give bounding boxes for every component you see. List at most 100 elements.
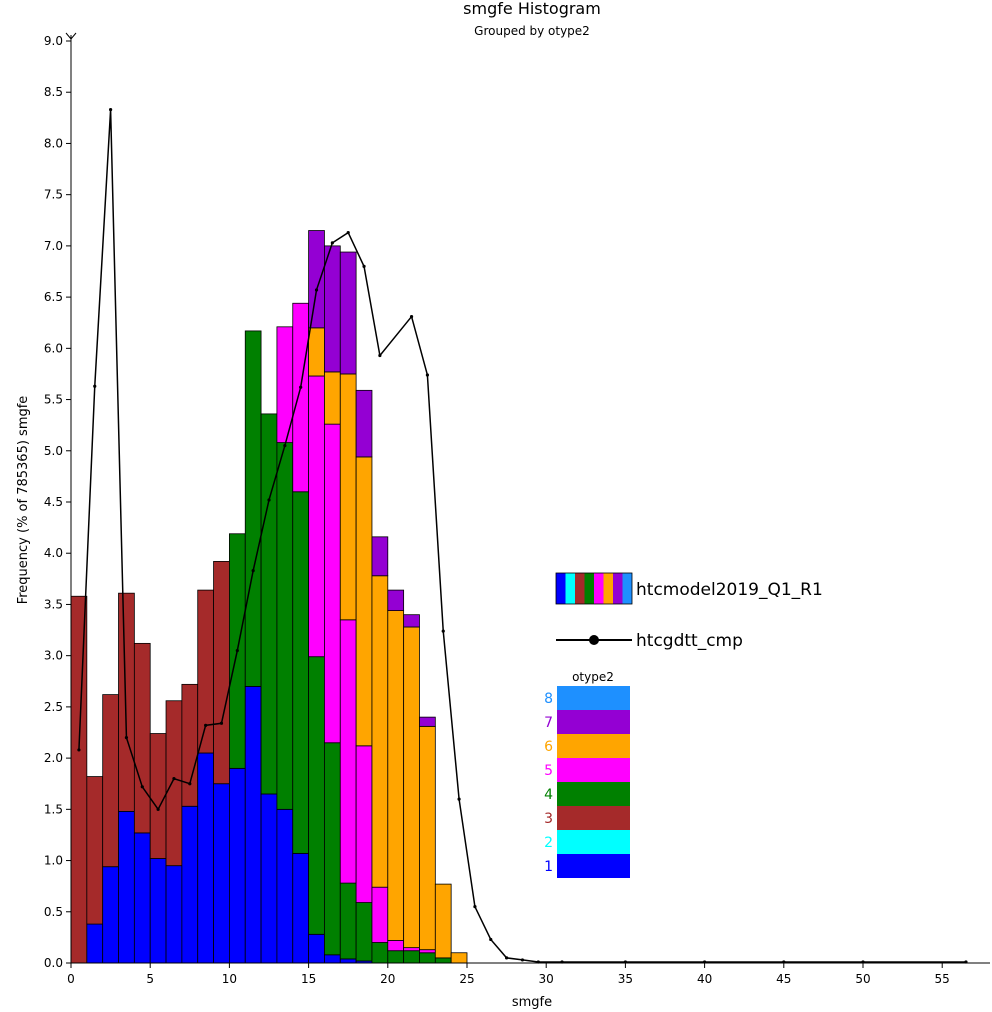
- bar-segment-7-bin-18: [355, 389, 373, 458]
- overlay-point: [93, 384, 97, 388]
- legend-swatch-stripe-6: [603, 573, 613, 604]
- legend-series-swatch: [555, 572, 633, 605]
- overlay-point: [267, 498, 271, 502]
- legend-swatch-stripe-5: [594, 573, 604, 604]
- bar-segment-1-bin-10: [228, 767, 246, 964]
- bar-segment-1-bin-7: [181, 805, 199, 964]
- y-axis-label: Frequency (% of 785365) smgfe: [16, 396, 31, 605]
- bar-segment-3-bin-9: [213, 561, 230, 785]
- bar-segment-6-bin-15: [308, 327, 325, 377]
- group-legend-color-8: [557, 686, 630, 710]
- legend-overlay-marker-icon: [589, 635, 599, 645]
- chart-subtitle: Grouped by otype2: [474, 24, 590, 38]
- bar-segment-1-bin-12: [260, 793, 278, 964]
- x-tick-label: 45: [776, 972, 791, 986]
- group-legend-label-6: 6: [544, 739, 553, 755]
- legend-swatch-stripe-7: [613, 573, 623, 604]
- overlay-point: [77, 748, 81, 752]
- overlay-point: [156, 807, 160, 811]
- bar-segment-4-bin-11: [244, 330, 262, 687]
- y-tick-label: 3.0: [44, 649, 63, 663]
- legend-swatch-stripe-4: [584, 573, 594, 604]
- y-tick-label: 5.5: [44, 393, 63, 407]
- bar-segment-6-bin-23: [434, 883, 452, 959]
- bar-segment-3-bin-5: [149, 733, 167, 859]
- overlay-point: [330, 241, 334, 245]
- group-legend-color-7: [557, 710, 630, 734]
- y-tick-label: 3.5: [44, 597, 63, 611]
- overlay-point: [346, 230, 350, 235]
- x-tick-label: 55: [935, 972, 950, 986]
- legend-swatch-stripe-2: [565, 573, 575, 604]
- bars-layer: [70, 230, 468, 964]
- bar-segment-4-bin-20: [387, 950, 405, 964]
- bar-segment-6-bin-19: [371, 575, 389, 888]
- bar-segment-3-bin-6: [165, 700, 183, 867]
- overlay-point: [204, 723, 208, 727]
- bar-segment-1-bin-2: [102, 866, 119, 964]
- group-legend-label-1: 1: [544, 859, 553, 875]
- y-tick-label: 0.5: [44, 905, 63, 919]
- bar-segment-7-bin-17: [339, 251, 357, 375]
- bar-segment-1-bin-1: [86, 923, 104, 964]
- overlay-point: [409, 314, 414, 319]
- group-legend-color-2: [557, 830, 630, 854]
- bar-segment-6-bin-16: [324, 371, 341, 425]
- overlay-point: [235, 648, 239, 653]
- y-tick-label: 5.0: [44, 444, 63, 458]
- group-legend-label-4: 4: [544, 787, 553, 803]
- bar-segment-3-bin-2: [102, 694, 119, 868]
- x-tick-label: 0: [67, 972, 75, 986]
- overlay-point: [172, 777, 176, 781]
- bar-segment-1-bin-5: [149, 858, 167, 964]
- x-tick-label: 20: [380, 972, 395, 986]
- bar-segment-5-bin-19: [371, 886, 389, 943]
- group-legend-color-3: [557, 806, 630, 830]
- bar-segment-7-bin-16: [324, 245, 341, 373]
- bar-segment-4-bin-15: [308, 656, 325, 935]
- overlay-point: [489, 937, 493, 942]
- bar-segment-5-bin-21: [403, 947, 420, 952]
- bar-segment-4-bin-22: [419, 952, 436, 964]
- overlay-point: [299, 385, 303, 389]
- legend: htcmodel2019_Q1_R1 htcgdtt_cmp: [555, 572, 823, 651]
- bar-segment-1-bin-6: [165, 865, 183, 964]
- bar-segment-3-bin-8: [197, 589, 214, 754]
- legend-overlay-label: htcgdtt_cmp: [636, 631, 743, 651]
- bar-segment-7-bin-22: [419, 716, 436, 727]
- overlay-point: [283, 444, 287, 448]
- bar-segment-4-bin-23: [434, 957, 452, 964]
- bar-segment-4-bin-16: [324, 742, 341, 956]
- legend-swatch-border: [555, 572, 633, 605]
- bar-segment-3-bin-1: [86, 776, 104, 925]
- bar-segment-3-bin-3: [118, 592, 135, 812]
- y-ticks: 0.0 0.5 1.0 1.5 2.0 2.5 3.0 3.5 4.0 4.5 5.0 5.5 6.0 6…: [44, 34, 71, 970]
- group-legend-label-5: 5: [544, 763, 553, 779]
- x-axis-label: smgfe: [512, 995, 552, 1010]
- bar-segment-1-bin-15: [308, 933, 325, 964]
- overlay-point: [251, 569, 255, 573]
- bar-segment-5-bin-16: [324, 423, 341, 744]
- bar-segment-5-bin-14: [292, 302, 310, 493]
- bar-segment-6-bin-20: [387, 610, 405, 941]
- bar-segment-5-bin-20: [387, 940, 405, 952]
- x-tick-label: 30: [539, 972, 554, 986]
- group-legend-color-5: [557, 758, 630, 782]
- group-legend-label-3: 3: [544, 811, 553, 827]
- x-tick-label: 15: [301, 972, 316, 986]
- y-tick-label: 2.5: [44, 700, 63, 714]
- bar-segment-4-bin-13: [276, 442, 294, 810]
- chart-title: smgfe Histogram: [463, 0, 601, 18]
- bar-segment-4-bin-21: [403, 950, 420, 964]
- bar-segment-1-bin-4: [133, 832, 151, 964]
- bar-segment-6-bin-18: [355, 456, 373, 747]
- bar-segment-3-bin-4: [133, 642, 151, 834]
- y-tick-label: 6.5: [44, 290, 63, 304]
- legend-swatch-stripe-1: [556, 573, 566, 604]
- y-axis-scroll-arrow-icon[interactable]: [65, 32, 77, 40]
- bar-segment-1-bin-13: [276, 808, 294, 964]
- bar-segment-4-bin-18: [355, 902, 373, 962]
- overlay-point: [362, 264, 366, 268]
- overlay-point: [457, 797, 461, 801]
